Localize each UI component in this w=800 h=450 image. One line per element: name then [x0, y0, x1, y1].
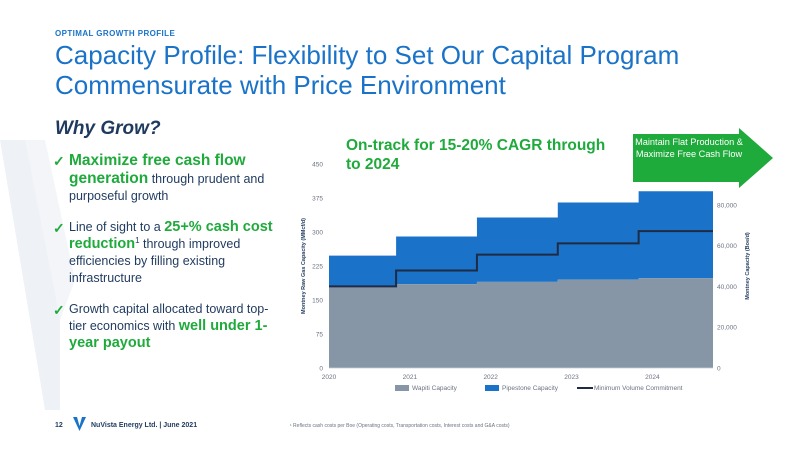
- bullet-rest: through improved efficiencies by filling…: [69, 237, 241, 285]
- arrow-callout-text: Maintain Flat Production & Maximize Free…: [635, 137, 743, 159]
- bullet-item: ✓ Line of sight to a 25+% cash cost redu…: [53, 219, 275, 287]
- bullet-highlight: well under 1-year payout: [69, 318, 268, 351]
- bullet-list: ✓ Maximize free cash flow generation thr…: [53, 152, 275, 366]
- legend-wapiti-swatch: [395, 385, 409, 391]
- x-tick-label: 2020: [322, 374, 337, 381]
- legend-wapiti-label: Wapiti Capacity: [412, 385, 458, 392]
- y-tick-label: 150: [312, 298, 323, 305]
- y-tick-label: 375: [312, 196, 323, 203]
- footnote-marker: 1: [135, 235, 140, 245]
- watermark-logo-icon: [0, 140, 75, 410]
- arrow-right-icon: [633, 128, 773, 188]
- y-tick-label: 450: [312, 162, 323, 169]
- checkmark-icon: ✓: [53, 153, 65, 169]
- bullet-pre: Growth capital allocated toward top-tier…: [69, 302, 269, 333]
- bullet-pre: Line of sight to a: [69, 220, 165, 234]
- bullet-rest: through prudent and purposeful growth: [69, 172, 265, 203]
- checkmark-icon: ✓: [53, 302, 65, 318]
- y-tick-label: 300: [312, 230, 323, 237]
- legend-pipestone-label: Pipestone Capacity: [502, 385, 559, 392]
- bullet-item: ✓ Maximize free cash flow generation thr…: [53, 152, 275, 205]
- y2-tick-label: 60,000: [717, 243, 737, 250]
- y2-tick-label: 0: [717, 366, 721, 373]
- legend-mvc-label: Minimum Volume Commitment: [594, 385, 683, 392]
- capacity-chart: 0 75 150 225 300 375 450 0 20,000 40,000 60,000 80,…: [301, 162, 751, 393]
- section-eyebrow: OPTIMAL GROWTH PROFILE: [55, 29, 176, 38]
- bullet-highlight: Maximize free cash flow generation: [69, 152, 246, 187]
- chart-headline: On-track for 15-20% CAGR through to 2024: [346, 137, 606, 173]
- bullet-highlight: 25+% cash cost reduction: [69, 219, 273, 252]
- arrow-callout: Maintain Flat Production & Maximize Free…: [633, 128, 773, 188]
- footnote: ¹ Reflects cash costs per Boe (Operating…: [290, 423, 510, 429]
- mvc-line: [329, 230, 713, 288]
- bullet-text: Line of sight to a 25+% cash cost reduct…: [69, 219, 275, 287]
- legend-pipestone-swatch: [485, 385, 499, 391]
- page-title: Capacity Profile: Flexibility to Set Our…: [55, 40, 680, 100]
- x-tick-label: 2024: [645, 374, 660, 381]
- y2-tick-label: 20,000: [717, 325, 737, 332]
- x-tick-label: 2022: [483, 374, 498, 381]
- checkmark-icon: ✓: [53, 220, 65, 236]
- y-axis-label: Montney Raw Gas Capacity (MMcf/d): [301, 218, 307, 314]
- wapiti-area: [329, 278, 713, 368]
- bullet-text: Growth capital allocated toward top-tier…: [69, 301, 275, 352]
- y2-tick-label: 40,000: [717, 284, 737, 291]
- company-logo-icon: [73, 417, 86, 431]
- pipestone-area: [329, 191, 713, 288]
- x-tick-label: 2021: [403, 374, 418, 381]
- y-tick-label: 225: [312, 264, 323, 271]
- page-number: 12: [55, 422, 63, 429]
- bullet-item: ✓ Growth capital allocated toward top-ti…: [53, 301, 275, 352]
- y2-tick-label: 80,000: [717, 202, 737, 209]
- bullet-text: Maximize free cash flow generation throu…: [69, 152, 275, 205]
- x-tick-label: 2023: [564, 374, 579, 381]
- footer-company: NuVista Energy Ltd. | June 2021: [91, 422, 198, 429]
- y-tick-label: 0: [319, 366, 323, 373]
- y2-axis-label: Montney Capacity (Boe/d): [745, 232, 751, 300]
- y-tick-label: 75: [316, 332, 324, 339]
- why-grow-heading: Why Grow?: [55, 118, 161, 139]
